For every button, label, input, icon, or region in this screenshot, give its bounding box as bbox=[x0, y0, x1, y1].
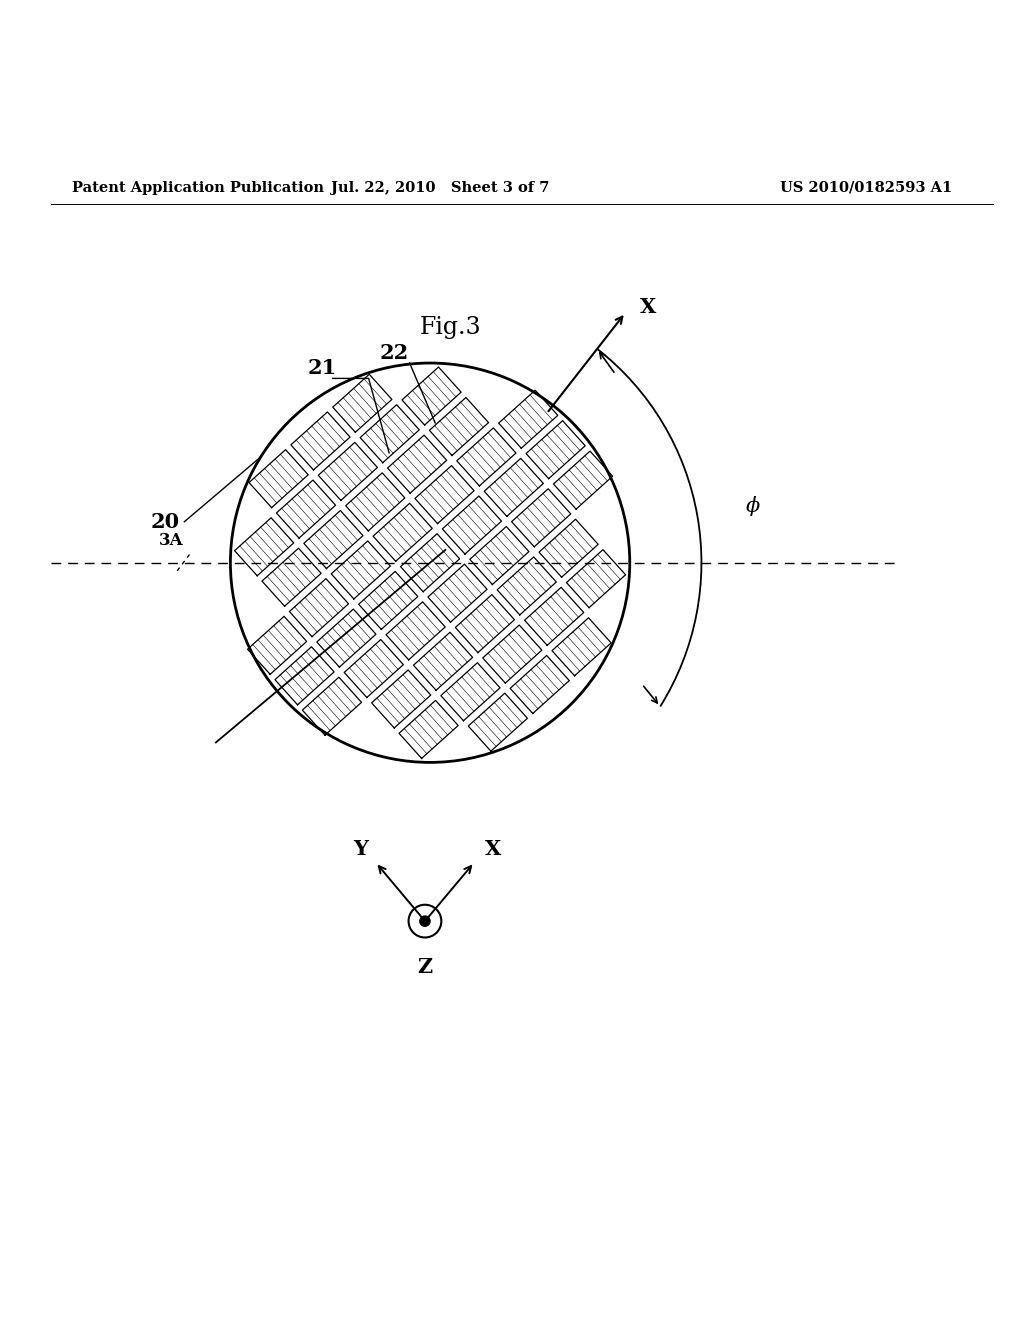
Text: Z: Z bbox=[418, 957, 432, 977]
Text: 21: 21 bbox=[308, 358, 337, 378]
Text: 3A: 3A bbox=[159, 532, 183, 549]
Text: US 2010/0182593 A1: US 2010/0182593 A1 bbox=[780, 181, 952, 195]
Text: Patent Application Publication: Patent Application Publication bbox=[72, 181, 324, 195]
Text: X: X bbox=[484, 840, 501, 859]
Text: X: X bbox=[640, 297, 656, 317]
Text: 22: 22 bbox=[380, 343, 409, 363]
Text: ϕ: ϕ bbox=[745, 496, 760, 516]
Text: Fig.3: Fig.3 bbox=[420, 315, 481, 339]
Text: 20: 20 bbox=[151, 512, 179, 532]
Text: Jul. 22, 2010   Sheet 3 of 7: Jul. 22, 2010 Sheet 3 of 7 bbox=[331, 181, 550, 195]
Text: Y: Y bbox=[352, 840, 368, 859]
Circle shape bbox=[420, 916, 430, 927]
